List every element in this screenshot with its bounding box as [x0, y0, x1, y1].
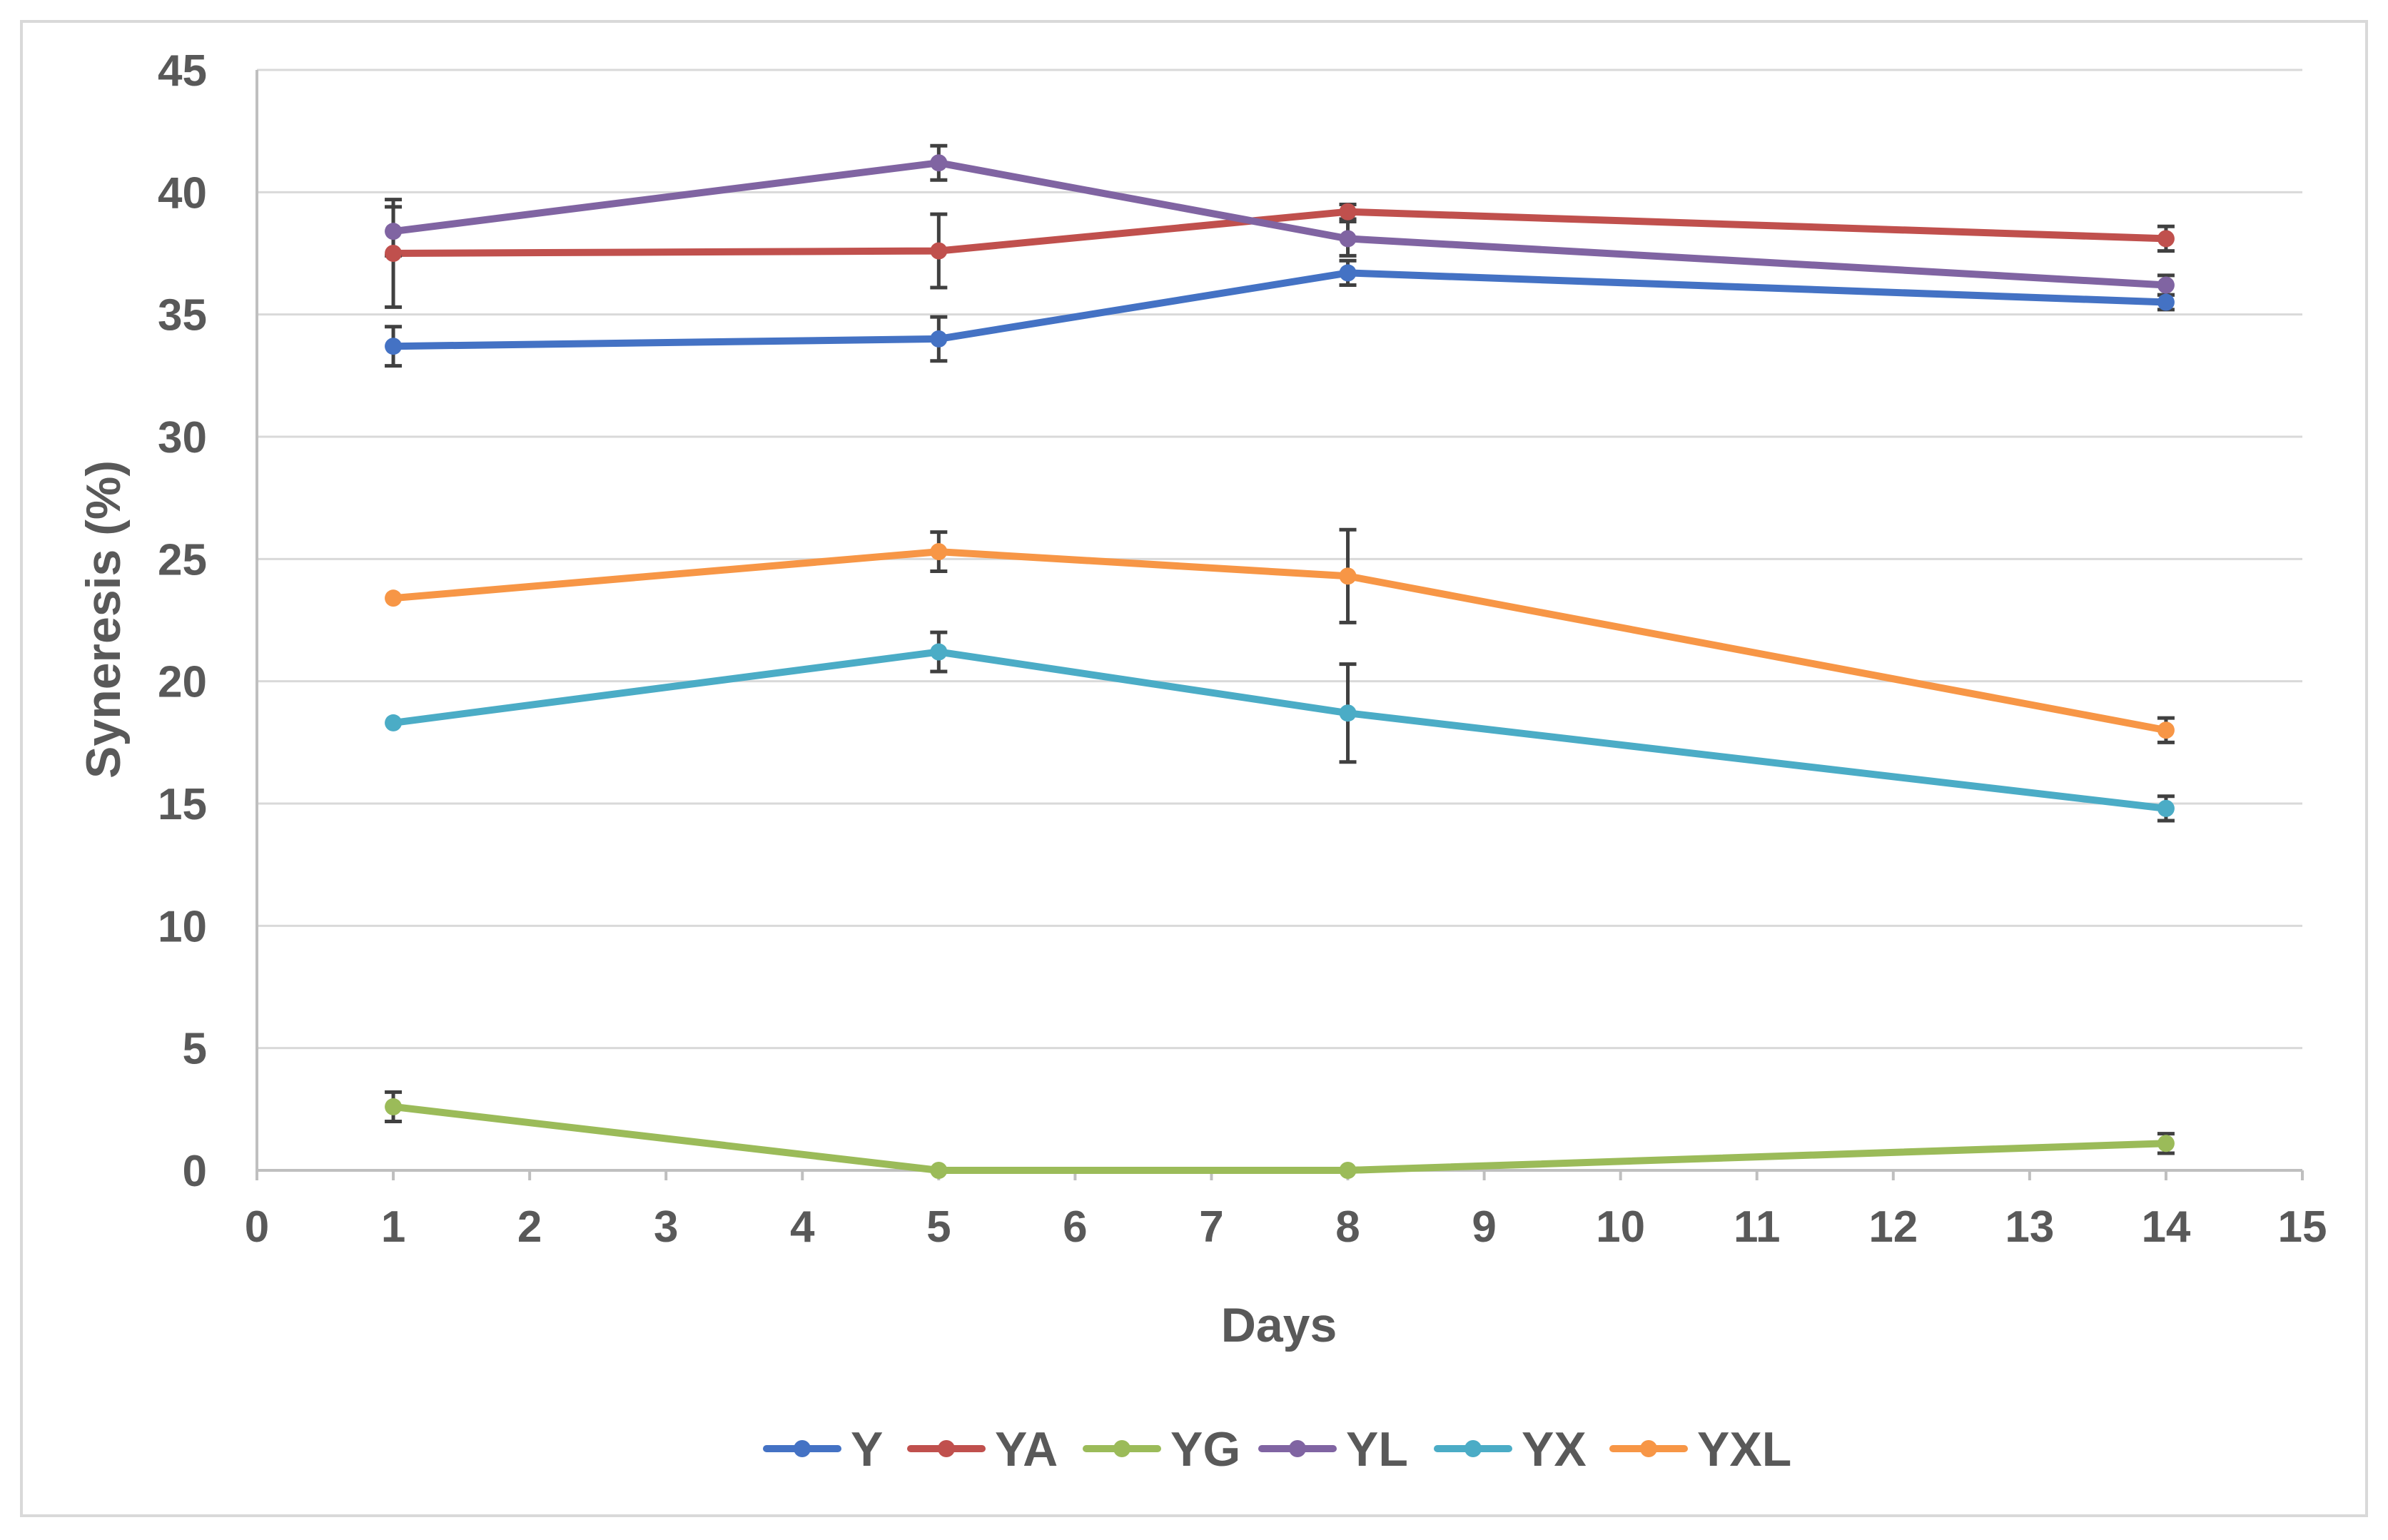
- data-point-y: [385, 338, 403, 355]
- data-point-y: [2157, 293, 2175, 311]
- legend-item-ya: YA: [907, 1422, 1058, 1476]
- x-tick-label: 15: [2278, 1202, 2327, 1252]
- y-axis-title: Syneresis (%): [76, 460, 131, 779]
- x-tick-label: 11: [1734, 1202, 1781, 1252]
- y-tick-label: 25: [158, 535, 207, 584]
- data-point-yg: [2157, 1135, 2175, 1153]
- series-line-yx: [390, 648, 2170, 812]
- data-point-yx: [385, 714, 403, 731]
- legend-item-yl: YL: [1258, 1422, 1408, 1476]
- x-tick-labels: 0 1 2 3 4 5 6 7 8 9 10 11 12 13 14 15: [245, 1202, 2327, 1252]
- legend-label: YL: [1346, 1422, 1408, 1476]
- y-tick-label: 0: [183, 1147, 207, 1196]
- y-tick-label: 40: [158, 168, 207, 218]
- x-tick-label: 7: [1199, 1202, 1223, 1252]
- series-line-yxl: [390, 548, 2170, 734]
- x-tick-label: 3: [654, 1202, 678, 1252]
- legend-label: YG: [1170, 1422, 1240, 1476]
- data-point-yg: [930, 1162, 948, 1179]
- data-point-yxl: [385, 589, 403, 607]
- series-line-ya: [390, 208, 2170, 257]
- x-tick-label: 10: [1596, 1202, 1645, 1252]
- legend-item-yxl: YXL: [1609, 1422, 1791, 1476]
- y-tick-label: 10: [158, 902, 207, 951]
- x-tick-label: 12: [1868, 1202, 1918, 1252]
- legend-item-y: Y: [763, 1422, 883, 1476]
- y-tick-label: 35: [158, 291, 207, 340]
- data-point-ya: [1339, 203, 1357, 221]
- legend-label: YXL: [1697, 1422, 1791, 1476]
- data-point-yx: [930, 643, 948, 661]
- data-point-yxl: [1339, 567, 1357, 585]
- x-tick-label: 1: [381, 1202, 405, 1252]
- legend-marker: [794, 1440, 811, 1457]
- series-line-y: [390, 269, 2170, 350]
- data-point-y: [1339, 264, 1357, 282]
- legend-marker: [1289, 1440, 1306, 1457]
- data-point-ya: [385, 245, 403, 262]
- x-tick-label: 8: [1335, 1202, 1360, 1252]
- legend-label: YX: [1522, 1422, 1587, 1476]
- x-tick-label: 5: [926, 1202, 951, 1252]
- legend: Y YA YG YL YX YXL: [763, 1422, 1791, 1476]
- data-point-yxl: [930, 543, 948, 561]
- data-point-yl: [1339, 230, 1357, 248]
- y-tick-label: 20: [158, 658, 207, 707]
- legend-item-yx: YX: [1434, 1422, 1587, 1476]
- x-axis-title: Days: [1221, 1298, 1337, 1352]
- y-tick-label: 5: [183, 1025, 207, 1074]
- legend-label: Y: [851, 1422, 883, 1476]
- y-tick-labels: 0 5 10 15 20 25 30 35 40 45: [158, 46, 207, 1196]
- chart-frame: [20, 20, 2368, 1517]
- data-point-yxl: [2157, 721, 2175, 739]
- x-tick-label: 14: [2141, 1202, 2190, 1252]
- y-tick-label: 15: [158, 780, 207, 829]
- legend-item-yg: YG: [1083, 1422, 1240, 1476]
- y-tick-label: 45: [158, 46, 207, 96]
- legend-marker: [1464, 1440, 1482, 1457]
- legend-marker: [1640, 1440, 1657, 1457]
- data-point-yl: [385, 223, 403, 240]
- series-line-yg: [390, 1103, 2170, 1174]
- data-point-yg: [385, 1098, 403, 1115]
- series-lines: [390, 159, 2170, 1174]
- y-tick-label: 30: [158, 413, 207, 462]
- series-line-yl: [390, 159, 2170, 289]
- data-point-yl: [930, 154, 948, 172]
- legend-label: YA: [995, 1422, 1058, 1476]
- data-point-yl: [2157, 276, 2175, 294]
- data-point-y: [930, 330, 948, 348]
- x-tick-label: 13: [2005, 1202, 2054, 1252]
- data-point-ya: [930, 242, 948, 260]
- x-tick-label: 6: [1063, 1202, 1087, 1252]
- data-point-ya: [2157, 230, 2175, 248]
- data-point-yg: [1339, 1162, 1357, 1179]
- x-tick-label: 4: [790, 1202, 815, 1252]
- legend-marker: [938, 1440, 955, 1457]
- error-bars: [385, 143, 2175, 1155]
- x-tick-label: 9: [1472, 1202, 1496, 1252]
- data-point-yx: [1339, 704, 1357, 722]
- x-tick-label: 2: [517, 1202, 542, 1252]
- data-points: [385, 154, 2175, 1179]
- legend-marker: [1113, 1440, 1130, 1457]
- gridlines: [257, 69, 2302, 1050]
- data-point-yx: [2157, 799, 2175, 817]
- x-tick-label: 0: [245, 1202, 269, 1252]
